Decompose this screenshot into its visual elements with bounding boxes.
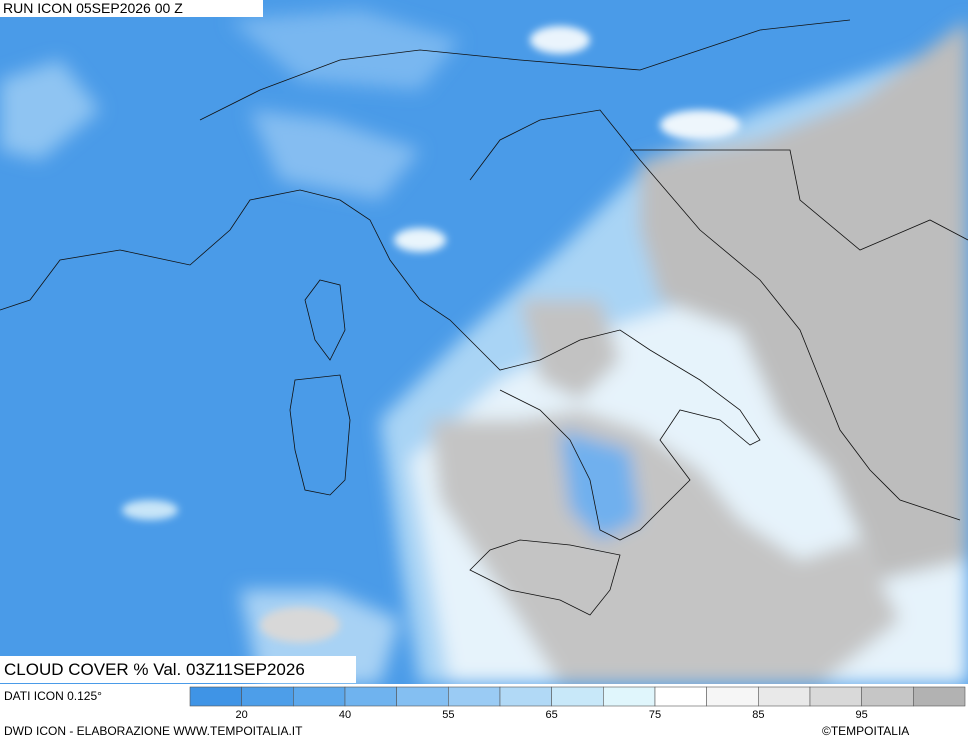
legend-swatch xyxy=(293,686,346,707)
legend-swatch xyxy=(809,686,862,707)
legend-tick-label: 65 xyxy=(546,709,558,721)
legend-swatch xyxy=(603,686,656,707)
legend-swatch xyxy=(551,686,604,707)
legend-tick-label: 75 xyxy=(649,709,661,721)
coastlines xyxy=(0,19,968,616)
legend-swatch xyxy=(241,686,294,707)
legend-swatch xyxy=(706,686,759,707)
legend-swatch xyxy=(913,686,966,707)
legend-swatch xyxy=(396,686,449,707)
map xyxy=(0,0,968,684)
legend-swatch xyxy=(344,686,397,707)
legend-swatch xyxy=(448,686,501,707)
data-source: DATI ICON 0.125° xyxy=(4,689,102,703)
legend-tick-label: 40 xyxy=(339,709,351,721)
legend-tick-label: 20 xyxy=(236,709,248,721)
map-title: CLOUD COVER % Val. 03Z11SEP2026 xyxy=(0,656,356,683)
legend-swatch xyxy=(654,686,707,707)
legend-tick-label: 85 xyxy=(752,709,764,721)
credit: DWD ICON - ELABORAZIONE WWW.TEMPOITALIA.… xyxy=(4,724,303,738)
legend-tick-label: 95 xyxy=(856,709,868,721)
legend-swatch xyxy=(758,686,811,707)
run-label: RUN ICON 05SEP2026 00 Z xyxy=(0,0,263,17)
legend-swatch xyxy=(189,686,242,707)
legend-tick-label: 55 xyxy=(442,709,454,721)
cloud-patches xyxy=(122,26,740,643)
cloud-fields xyxy=(0,10,968,684)
brand: ©TEMPOITALIA xyxy=(822,724,910,738)
legend-swatch xyxy=(861,686,914,707)
legend-swatch xyxy=(499,686,552,707)
color-legend: 20 40 55 65 75 85 95 xyxy=(189,686,966,721)
